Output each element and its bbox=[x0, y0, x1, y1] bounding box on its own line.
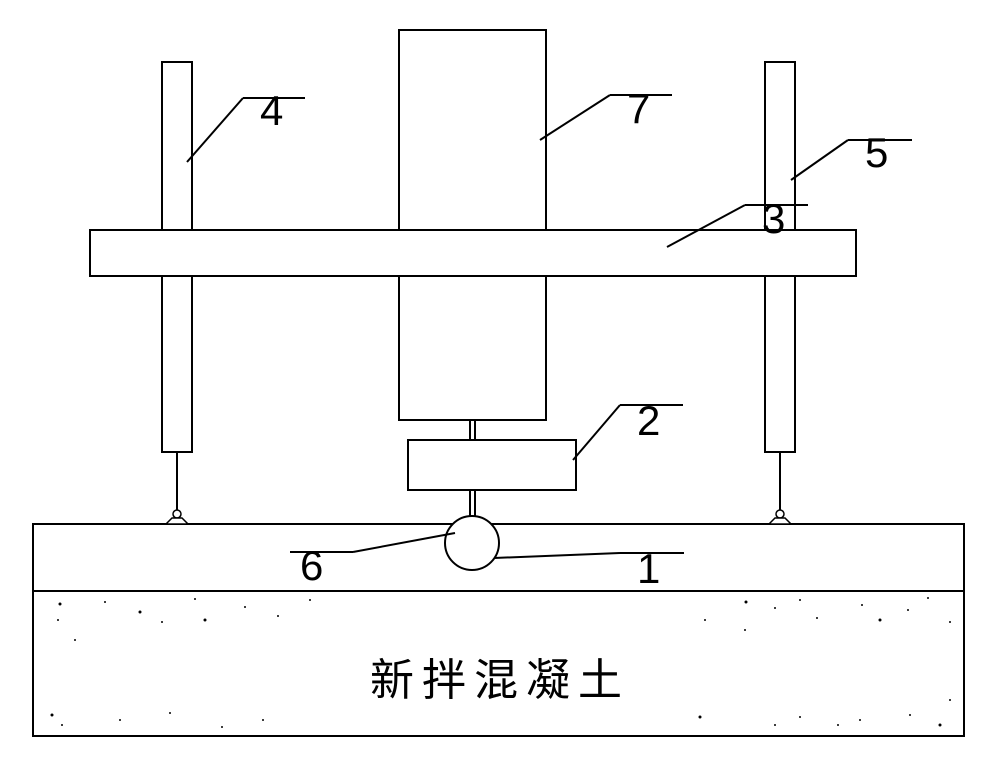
diagram-container: 4 7 5 3 2 6 1 新拌混凝土 bbox=[0, 0, 1000, 767]
main-block-upper bbox=[399, 30, 546, 230]
label-2: 2 bbox=[637, 397, 660, 444]
probe-ball bbox=[445, 516, 499, 570]
right-post-lower bbox=[765, 276, 795, 452]
right-foot-ball bbox=[776, 510, 784, 518]
label-4: 4 bbox=[260, 87, 283, 134]
label-7: 7 bbox=[627, 85, 650, 132]
sensor-block bbox=[408, 440, 576, 490]
left-post-upper bbox=[162, 62, 192, 230]
left-foot-base bbox=[166, 518, 188, 524]
left-foot-ball bbox=[173, 510, 181, 518]
label-6: 6 bbox=[300, 542, 323, 589]
concrete-label: 新拌混凝土 bbox=[370, 656, 630, 705]
main-block-lower bbox=[399, 276, 546, 420]
right-foot-base bbox=[769, 518, 791, 524]
label-3: 3 bbox=[762, 195, 785, 242]
label-1: 1 bbox=[637, 545, 660, 592]
left-post-lower bbox=[162, 276, 192, 452]
label-5: 5 bbox=[865, 129, 888, 176]
engineering-diagram: 4 7 5 3 2 6 1 新拌混凝土 bbox=[0, 0, 1000, 767]
crossbar bbox=[90, 230, 856, 276]
